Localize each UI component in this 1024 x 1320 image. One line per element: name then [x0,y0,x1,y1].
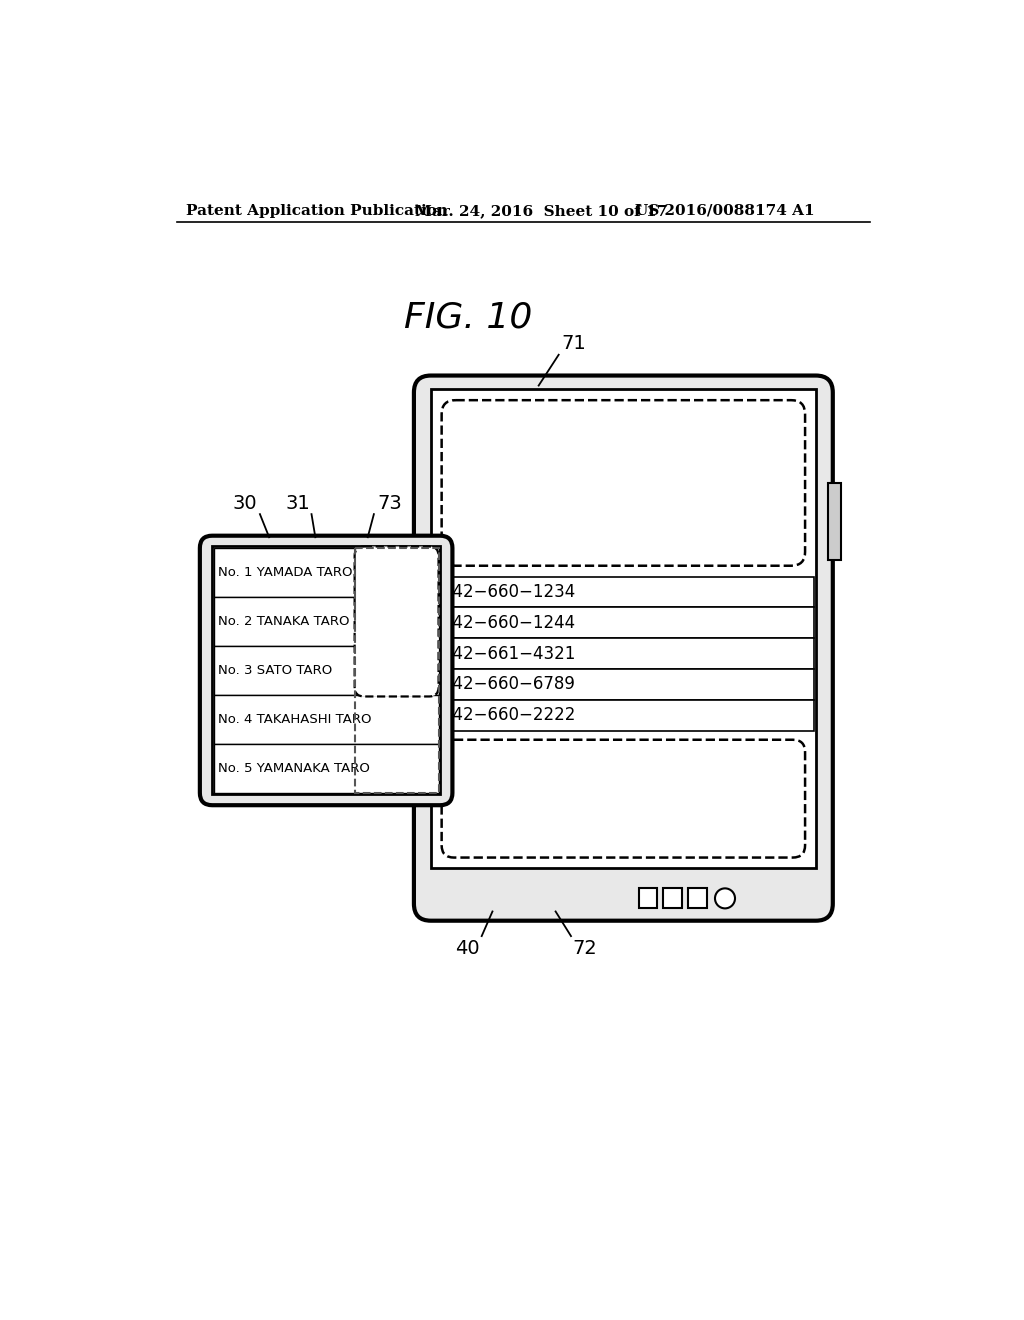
Text: 31: 31 [286,494,310,512]
Text: No. 1 YAMADA TARO: No. 1 YAMADA TARO [218,566,353,579]
FancyBboxPatch shape [354,546,438,697]
Bar [828,483,841,560]
Text: 40: 40 [456,940,480,958]
Bar [688,888,707,908]
Circle shape [715,888,735,908]
FancyBboxPatch shape [441,400,805,566]
Text: 042−661−4321: 042−661−4321 [443,644,577,663]
Text: No. 5 YAMANAKA TARO: No. 5 YAMANAKA TARO [218,762,371,775]
Text: 71: 71 [562,334,587,354]
Text: Mar. 24, 2016  Sheet 10 of 17: Mar. 24, 2016 Sheet 10 of 17 [416,203,668,218]
Text: 042−660−6789: 042−660−6789 [443,676,577,693]
Bar [432,607,814,638]
Text: FIG. 10: FIG. 10 [403,301,532,335]
FancyBboxPatch shape [414,376,833,921]
Text: 042−660−2222: 042−660−2222 [443,706,577,725]
Bar [214,744,438,793]
Bar [214,597,438,645]
Bar [664,888,682,908]
Bar [432,669,814,700]
Text: No. 4 TAKAHASHI TARO: No. 4 TAKAHASHI TARO [218,713,372,726]
Bar [354,548,438,793]
Bar [432,638,814,669]
Bar [639,888,657,908]
Text: Patent Application Publication: Patent Application Publication [186,203,449,218]
FancyBboxPatch shape [200,536,453,805]
Text: 042−660−1244: 042−660−1244 [443,614,577,632]
Text: 72: 72 [572,940,597,958]
Text: 042−660−1234: 042−660−1234 [443,583,577,601]
Bar [214,548,438,597]
FancyBboxPatch shape [441,739,805,858]
Bar [431,389,816,869]
Text: 30: 30 [232,494,257,512]
Text: No. 2 TANAKA TARO: No. 2 TANAKA TARO [218,615,350,628]
Bar [432,577,814,607]
Bar [432,700,814,730]
Bar [214,645,438,694]
Text: 73: 73 [377,494,401,512]
Bar [212,546,440,795]
Text: US 2016/0088174 A1: US 2016/0088174 A1 [635,203,814,218]
Text: No. 3 SATO TARO: No. 3 SATO TARO [218,664,333,677]
Bar [214,694,438,744]
